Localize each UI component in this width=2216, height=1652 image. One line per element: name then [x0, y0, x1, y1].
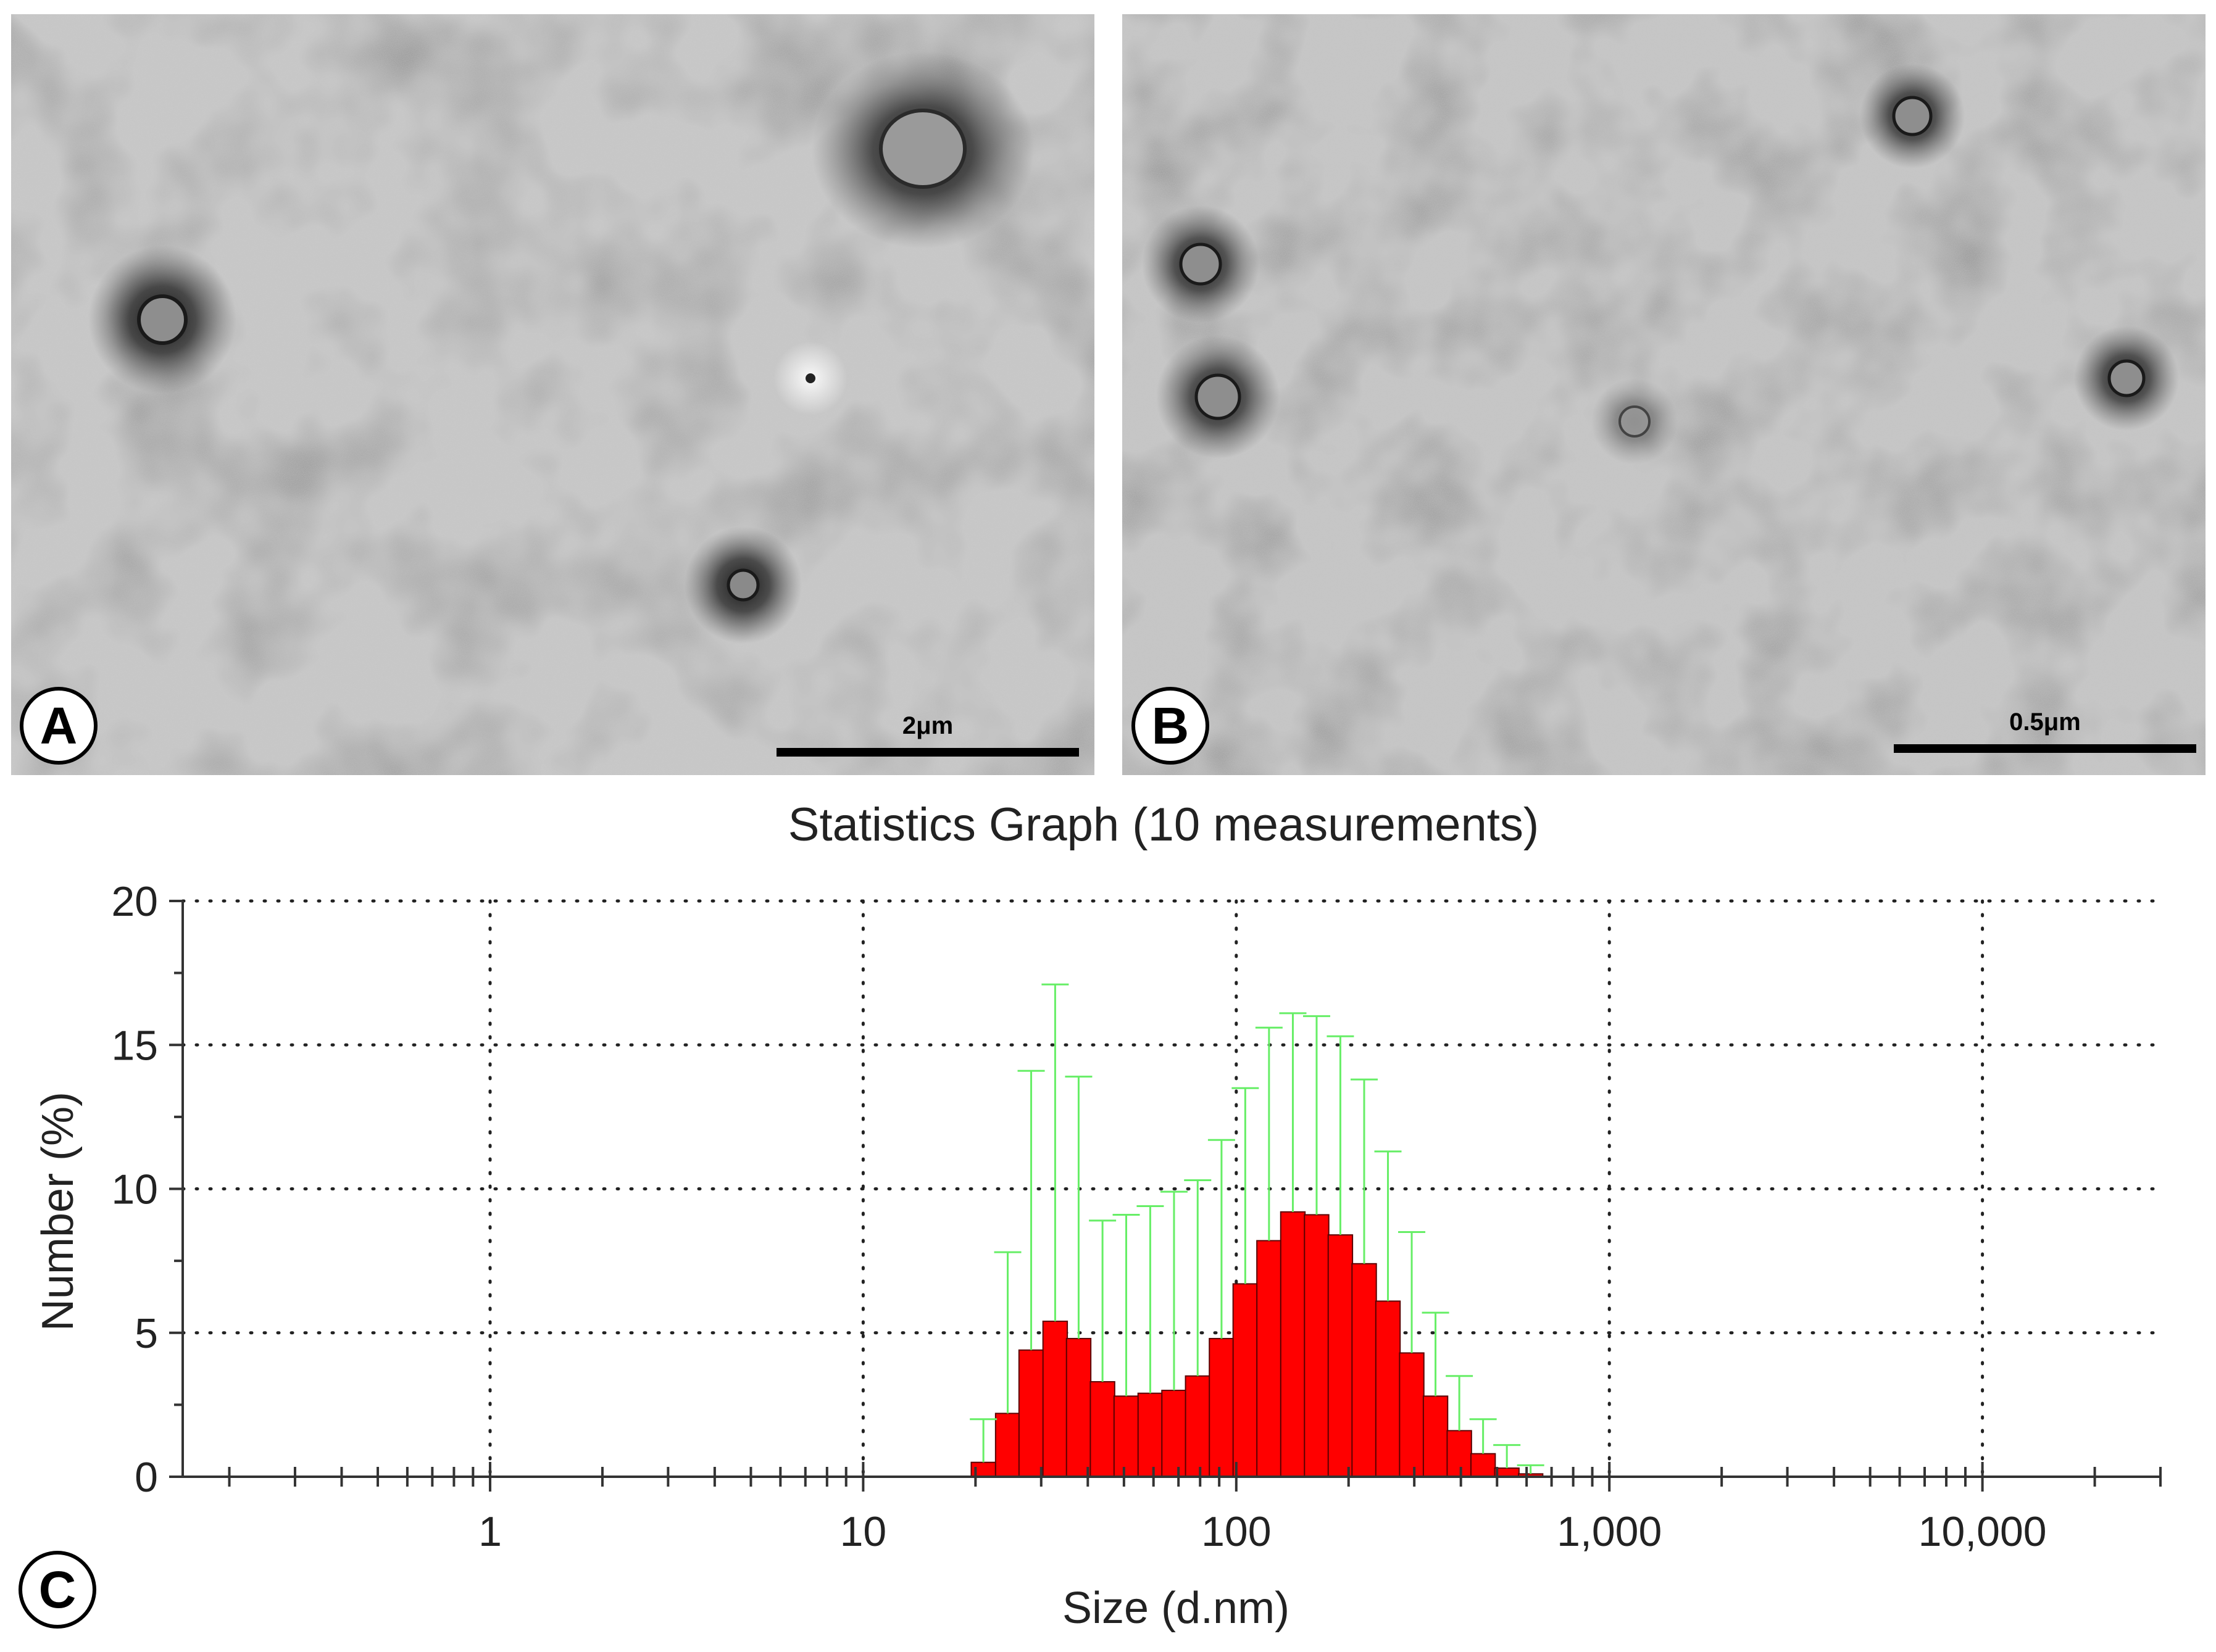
- scale-bar-a: [777, 748, 1079, 757]
- histogram-bar: [1422, 1395, 1449, 1477]
- histogram-bar: [1089, 1381, 1115, 1477]
- x-tick-labels: 1 10 100 1,000 10,000: [478, 1508, 2047, 1555]
- y-tick-label: 15: [111, 1022, 158, 1069]
- x-axis-label: Size (d.nm): [1062, 1584, 1289, 1633]
- histogram-bar: [1280, 1211, 1306, 1477]
- y-tick-label: 10: [111, 1166, 158, 1213]
- scale-bar-label-b: 0.5μm: [2009, 708, 2081, 736]
- scale-bar-label-a: 2μm: [902, 712, 954, 739]
- histogram-bar: [1232, 1283, 1259, 1477]
- tem-micrograph-b: [1122, 14, 2206, 775]
- histogram-bar: [1446, 1430, 1472, 1477]
- chart-title: Statistics Graph (10 measurements): [788, 799, 1539, 851]
- x-tick-label: 10,000: [1918, 1508, 2047, 1555]
- histogram-bar: [1399, 1352, 1425, 1478]
- histogram-bar: [1304, 1214, 1330, 1477]
- histogram-bar: [1209, 1338, 1235, 1478]
- histogram-bar: [1113, 1395, 1139, 1477]
- tem-image-b: [1122, 14, 2206, 775]
- panel-label-c: C: [19, 1551, 96, 1629]
- y-axis-label: Number (%): [33, 1092, 83, 1331]
- x-tick-label: 100: [1201, 1508, 1271, 1555]
- tem-image-a: [11, 14, 1094, 775]
- histogram-bars: [970, 1211, 1544, 1478]
- scale-bar-b: [1894, 744, 2196, 753]
- x-tick-label: 1,000: [1557, 1508, 1662, 1555]
- histogram-bar: [1018, 1349, 1044, 1477]
- size-distribution-chart: Statistics Graph (10 measurements) Numbe…: [33, 799, 2162, 1633]
- histogram-bar: [1470, 1453, 1496, 1478]
- histogram-bar: [1065, 1338, 1092, 1478]
- histogram-bar: [1042, 1321, 1068, 1478]
- chart-grid: [181, 899, 2162, 1479]
- x-tick-label: 1: [478, 1508, 502, 1555]
- histogram-bar: [1327, 1234, 1354, 1477]
- y-tick-label: 5: [135, 1310, 158, 1357]
- histogram-bar: [1375, 1300, 1401, 1477]
- tem-micrograph-a: [11, 14, 1094, 775]
- histogram-bar: [994, 1413, 1021, 1477]
- histogram-bar: [1256, 1240, 1282, 1477]
- x-tick-label: 10: [840, 1508, 887, 1555]
- histogram-bar: [1161, 1390, 1187, 1477]
- histogram-bar: [1351, 1263, 1377, 1477]
- chart-axes: [169, 900, 2162, 1492]
- y-tick-label: 20: [111, 878, 158, 925]
- panel-label-b: B: [1131, 687, 1209, 765]
- y-tick-labels: 0 5 10 15 20: [111, 878, 158, 1501]
- panel-label-a: A: [20, 687, 98, 765]
- histogram-bar: [1137, 1392, 1164, 1478]
- histogram-bar: [1185, 1375, 1210, 1477]
- y-tick-label: 0: [135, 1454, 158, 1501]
- histogram-bar: [1494, 1467, 1520, 1478]
